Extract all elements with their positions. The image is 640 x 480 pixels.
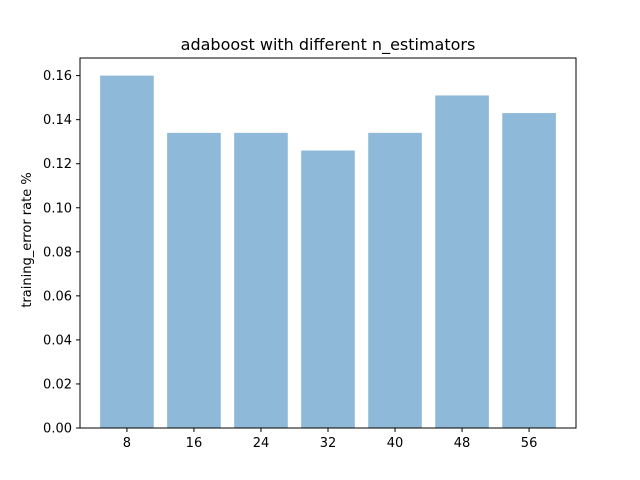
bar-16 bbox=[167, 132, 221, 428]
y-tick-label: 0.06 bbox=[43, 289, 72, 304]
y-axis-label: training_error rate % bbox=[20, 172, 35, 307]
x-ticks-group: 8 16 24 32 40 48 56 bbox=[123, 428, 538, 451]
bar-32 bbox=[301, 150, 355, 428]
y-tick-label: 0.08 bbox=[43, 245, 72, 260]
plot-frame bbox=[79, 57, 577, 429]
y-tick-label: 0.02 bbox=[43, 377, 72, 392]
x-tick-label: 48 bbox=[454, 436, 471, 451]
bar-48 bbox=[435, 95, 489, 428]
x-tick-label: 56 bbox=[521, 436, 538, 451]
chart-title: adaboost with different n_estimators bbox=[181, 35, 476, 55]
x-tick-label: 32 bbox=[320, 436, 337, 451]
y-tick-label: 0.00 bbox=[43, 422, 72, 437]
bar-8 bbox=[100, 75, 154, 428]
x-tick-label: 16 bbox=[186, 436, 203, 451]
y-tick-label: 0.12 bbox=[43, 157, 72, 172]
bar-56 bbox=[502, 113, 556, 429]
x-tick-label: 24 bbox=[253, 436, 270, 451]
x-tick-label: 8 bbox=[123, 436, 131, 451]
bars-group bbox=[100, 75, 556, 429]
y-tick-label: 0.04 bbox=[43, 333, 72, 348]
y-tick-label: 0.10 bbox=[43, 201, 72, 216]
y-ticks-group: 0.00 0.02 0.04 0.06 0.08 0.10 0.12 0.14 0.16 bbox=[43, 69, 80, 437]
bar-40 bbox=[368, 132, 422, 428]
y-tick-label: 0.14 bbox=[43, 113, 72, 128]
y-tick-label: 0.16 bbox=[43, 69, 72, 84]
bar-24 bbox=[234, 132, 288, 428]
x-tick-label: 40 bbox=[387, 436, 404, 451]
